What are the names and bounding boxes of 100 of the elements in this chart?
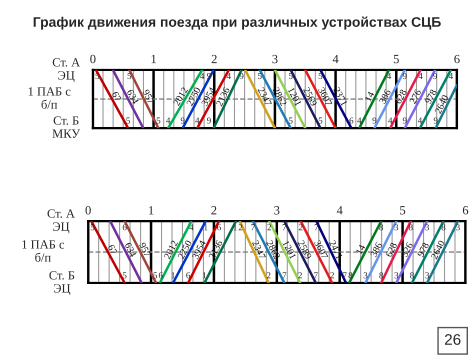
text: 634	[126, 89, 139, 104]
annotation: 8	[410, 272, 414, 278]
x-tick-label: 1	[149, 206, 154, 214]
annotation: 9	[180, 117, 185, 124]
x-tick-label: 3	[272, 54, 278, 64]
text: 2371	[333, 86, 348, 106]
y-axis-title: 1 ПАБ с б/п	[22, 240, 64, 262]
annotation: 3	[394, 224, 398, 230]
annotation: 4	[195, 118, 200, 124]
text: 67	[112, 91, 122, 102]
annotation: 8	[379, 224, 384, 230]
text: 1201	[288, 87, 302, 106]
text: Ст. Б МКУ	[52, 116, 80, 138]
text: 386	[378, 88, 392, 104]
text: 2640	[430, 240, 445, 260]
annotation: 5	[318, 118, 322, 124]
annotation: 5	[288, 118, 293, 124]
annotation: 7	[282, 272, 286, 278]
text: 276	[409, 88, 422, 104]
annotation: 6	[158, 272, 163, 278]
annotation: 5	[122, 272, 127, 278]
annotation: 2	[266, 272, 270, 278]
annotation: 3	[425, 224, 430, 230]
annotation: 5	[153, 272, 158, 278]
annotation: 4	[418, 73, 423, 79]
annotation: 1	[203, 272, 206, 278]
annotation: 9	[434, 117, 438, 124]
annotation: 1	[204, 224, 208, 230]
annotation: 2	[298, 224, 302, 230]
annotation: 5	[126, 118, 130, 124]
annotation: 4	[418, 118, 422, 124]
annotation: 4	[448, 73, 453, 79]
annotation: 3	[364, 272, 368, 278]
text: 2136	[208, 240, 223, 260]
x-tick-label: 1	[152, 54, 156, 64]
text: 2347	[258, 86, 272, 107]
text: 2347	[252, 240, 266, 260]
annotation: 7	[282, 224, 286, 230]
annotation: 5	[128, 73, 132, 80]
annotation: 4	[166, 118, 170, 124]
text: Ст. А ЭЦ	[52, 58, 80, 82]
text: 386	[370, 242, 382, 258]
text: 978	[416, 242, 430, 258]
text: Ст. А ЭЦ	[48, 209, 75, 234]
annotation: 9	[433, 73, 437, 80]
text: 2640	[434, 94, 449, 114]
annotation: 9	[402, 73, 407, 80]
text: 14	[356, 244, 366, 255]
text: 3607	[314, 240, 328, 260]
text: 628	[385, 242, 398, 258]
text: 2589	[298, 240, 312, 260]
y-axis-title: 1 ПАБ с б/п	[28, 87, 70, 109]
annotation: 4	[388, 118, 392, 124]
annotation: 7	[343, 272, 347, 278]
annotation: 6	[217, 224, 221, 230]
annotation: 4	[226, 73, 231, 79]
annotation: 8	[379, 272, 384, 278]
text: 2012	[164, 240, 178, 260]
annotation: 6	[186, 272, 190, 278]
text: 2862	[266, 240, 280, 260]
text: 2136	[216, 86, 230, 107]
x-tick-label: 5	[394, 54, 399, 64]
text: 634	[124, 242, 137, 258]
annotation: 8	[408, 224, 413, 230]
text: 628	[394, 88, 407, 104]
text: 978	[424, 88, 437, 104]
annotation: 7	[314, 272, 318, 278]
annotation: 9	[402, 117, 407, 124]
annotation: 3	[425, 272, 430, 278]
annotation: 9	[240, 73, 244, 80]
annotation: 3	[456, 224, 460, 230]
text: 957	[142, 88, 155, 104]
annotation: 2	[330, 272, 334, 278]
chart-title: График движения поезда при различных устройствах СЦБ	[34, 16, 441, 30]
text: 14	[364, 90, 374, 102]
x-tick-label: 3	[274, 206, 280, 214]
x-tick-label: 4	[336, 206, 343, 214]
text: 1201	[282, 240, 296, 260]
text: 67	[108, 244, 118, 256]
annotation: 3	[394, 272, 398, 278]
annotation: 4	[189, 224, 194, 230]
annotation: 4	[200, 73, 204, 79]
text: 326	[401, 242, 414, 258]
text: 2471	[329, 240, 343, 260]
x-tick-label: 6	[454, 54, 460, 64]
annotation: 5	[156, 118, 160, 124]
annotation: 1	[172, 272, 175, 278]
annotation: 9	[206, 117, 211, 124]
annotation: 6	[350, 117, 354, 124]
annotation: 8	[348, 272, 352, 278]
x-tick-label: 6	[462, 206, 468, 214]
annotation: 9	[372, 117, 376, 124]
text: 3607	[318, 86, 332, 107]
text: 3954	[192, 240, 206, 260]
x-tick-label: 4	[332, 54, 339, 64]
text: 2862	[272, 86, 288, 106]
text: 2750	[186, 86, 201, 106]
text: 26	[444, 334, 460, 345]
x-tick-label: 2	[212, 54, 217, 64]
text: 2569	[303, 86, 318, 106]
